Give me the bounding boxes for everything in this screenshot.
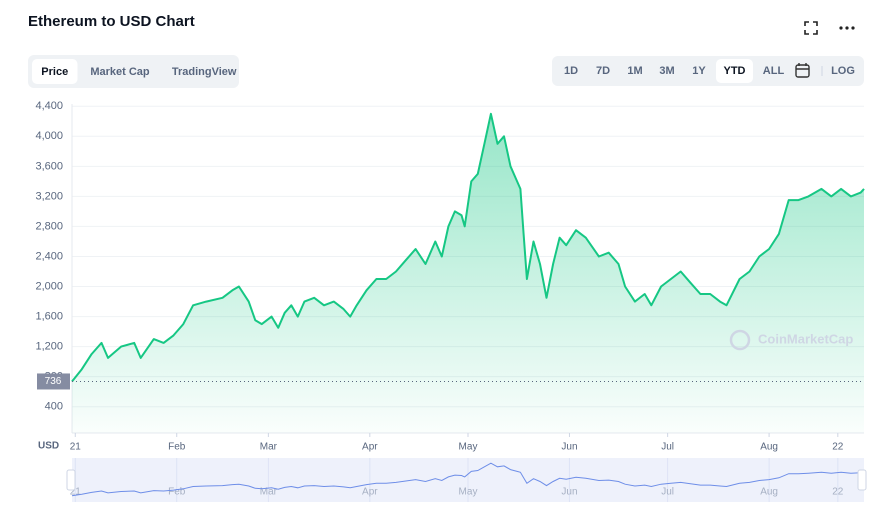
navigator-tick-label: Apr <box>362 487 378 498</box>
log-button[interactable]: LOG <box>831 65 855 77</box>
y-unit: USD <box>38 441 59 452</box>
range-group <box>552 56 864 86</box>
navigator-tick-label: Jun <box>561 487 577 498</box>
x-tick-label: Mar <box>260 442 278 453</box>
navigator-tick-label: Mar <box>260 487 278 498</box>
y-tick-label: 3,600 <box>35 160 63 172</box>
x-tick-label: Apr <box>362 442 378 453</box>
navigator-tick-label: Feb <box>168 487 186 498</box>
reference-label: 736 <box>45 376 62 387</box>
tab[interactable]: TradingView <box>172 66 237 78</box>
range-button[interactable]: ALL <box>763 65 785 77</box>
x-tick-label: 21 <box>70 442 82 453</box>
tab-active <box>32 59 78 84</box>
tab[interactable]: Market Cap <box>90 66 150 78</box>
y-tick-label: 2,400 <box>35 250 63 262</box>
y-tick-label: 1,600 <box>35 310 63 322</box>
x-tick-label: Aug <box>760 442 778 453</box>
range-button[interactable]: 1Y <box>692 65 706 77</box>
navigator-handle[interactable] <box>857 469 867 491</box>
y-tick-label: 400 <box>45 401 63 413</box>
x-tick-label: 22 <box>832 442 844 453</box>
x-tick-label: Feb <box>168 442 186 453</box>
more-icon[interactable] <box>839 26 855 30</box>
tab[interactable]: Price <box>41 66 68 78</box>
y-tick-label: 4,400 <box>35 100 63 112</box>
area <box>72 113 864 434</box>
range-active <box>716 59 753 83</box>
x-tick-label: Jul <box>661 442 674 453</box>
navigator-tick-label: Aug <box>760 487 778 498</box>
navigator-tick-label: 22 <box>832 487 844 498</box>
range-button[interactable]: 1D <box>564 65 578 77</box>
watermark: CoinMarketCap <box>758 331 853 346</box>
y-tick-label: 4,000 <box>35 130 63 142</box>
tab-group <box>28 55 239 88</box>
fullscreen-icon[interactable] <box>804 21 818 35</box>
reference-badge <box>37 373 70 390</box>
price-line <box>71 112 865 383</box>
navigator-handle[interactable] <box>66 469 76 491</box>
x-tick-label: Jun <box>561 442 577 453</box>
range-button[interactable]: 7D <box>596 65 610 77</box>
y-tick-label: 3,200 <box>35 190 63 202</box>
y-tick-label: 2,000 <box>35 280 63 292</box>
range-button[interactable]: 3M <box>659 65 674 77</box>
range-button[interactable]: YTD <box>724 65 746 77</box>
y-tick-label: 1,200 <box>35 341 63 353</box>
navigator-tick-label: 21 <box>70 487 82 498</box>
x-tick-label: May <box>459 442 478 453</box>
range-button[interactable]: 1M <box>627 65 642 77</box>
watermark-logo <box>729 329 751 351</box>
calendar-icon[interactable] <box>795 63 810 78</box>
chart-title: Ethereum to USD Chart <box>28 13 195 30</box>
y-tick-label: 2,800 <box>35 220 63 232</box>
navigator-line <box>71 462 865 497</box>
navigator-tick-label: May <box>459 487 478 498</box>
navigator-tick-label: Jul <box>661 487 674 498</box>
